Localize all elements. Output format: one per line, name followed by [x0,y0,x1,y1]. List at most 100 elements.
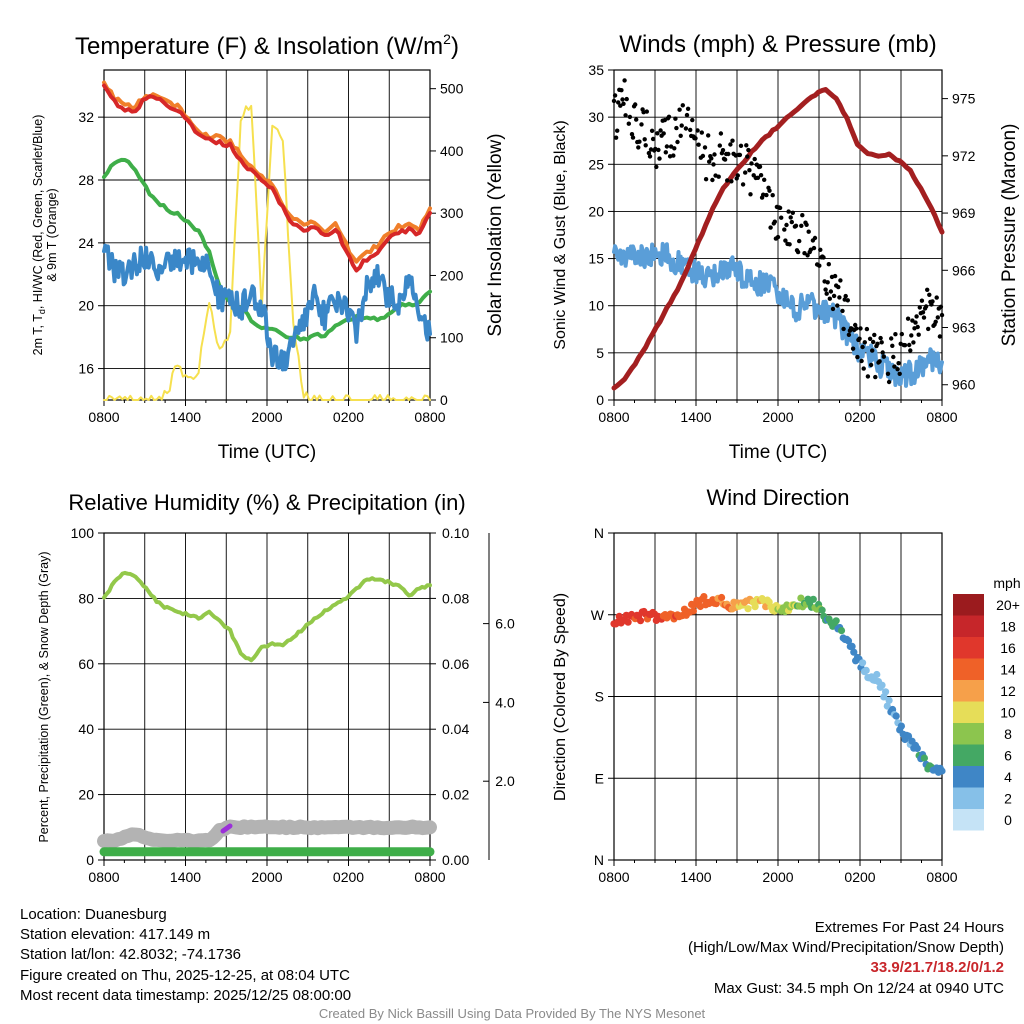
gust-point [806,229,811,234]
legend-label: 10 [1000,705,1016,721]
direction-point [624,618,632,626]
wind-panel-y2tick-label: 975 [952,91,976,107]
gust-point [919,298,925,303]
wind-panel-ytick-label: 25 [588,156,604,172]
series-snow-depth [97,819,437,849]
gust-point [902,343,908,348]
temp-panel-xtick-label: 0200 [333,409,364,425]
dir-panel-title: Wind Direction [706,485,849,510]
direction-point [913,744,921,753]
gust-point [629,132,635,137]
gust-point [782,227,787,232]
gust-point [892,364,897,369]
dir-panel-xtick-label: 0800 [598,869,629,885]
gust-point [825,280,830,285]
dir-panel-xtick-label: 2000 [762,869,793,885]
direction-point [744,605,752,613]
gust-point [695,128,700,133]
gust-point [905,316,911,321]
legend-swatch [953,658,984,680]
rh-panel-grid [144,533,390,860]
legend-title: mph [993,575,1020,591]
gust-point [911,340,916,345]
gust-point [749,161,754,166]
gust-point [745,154,750,159]
gust-point [711,162,716,167]
rh-panel-y2tick-label: 0.02 [442,787,469,803]
gust-point [789,219,794,225]
gust-point [923,304,929,309]
rh-panel-ytick-label: 100 [71,525,95,541]
wind-panel-xtick-label: 0800 [598,409,629,425]
gust-point [877,359,882,364]
gust-point [729,179,734,184]
gust-point [927,292,932,297]
wind-panel-y2tick-label: 966 [952,262,976,278]
gust-point [875,341,880,346]
gust-point [762,177,767,182]
temp-panel-ylabel-line2: & 9m T (Orange) [45,188,59,281]
station-elevation: Station elevation: 417.149 m [20,926,211,944]
direction-point [878,681,886,689]
legend-swatch [953,809,984,831]
gust-point [907,342,912,348]
gust-point [836,284,841,290]
wind-panel-xlabel: Time (UTC) [729,442,828,463]
direction-point [904,732,913,740]
gust-point [649,128,655,133]
gust-point [799,223,804,228]
gust-point [679,123,684,128]
gust-point [707,159,712,164]
gust-point [693,136,698,141]
gust-point [881,354,886,359]
rh-panel-ytick-label: 80 [78,590,94,606]
max-gust: Max Gust: 34.5 mph On 12/24 at 0940 UTC [713,979,1004,997]
gust-point [817,263,822,268]
extremes-info: Extremes For Past 24 Hours (High/Low/Max… [688,918,1004,999]
gust-point [735,173,740,178]
gust-point [800,213,805,218]
gust-point [897,371,902,376]
gust-point [722,157,728,162]
legend-label: 2 [1004,791,1012,807]
gust-point [642,137,647,142]
gust-point [627,114,633,120]
gust-point [818,247,823,252]
gust-point [920,310,926,315]
gust-point [624,96,629,102]
gust-point [797,238,802,244]
credit-line: Created By Nick Bassill Using Data Provi… [318,1006,706,1021]
gust-point [871,339,876,345]
gust-point [618,103,623,108]
gust-point [678,133,683,138]
temp-panel-y2tick-label: 0 [440,392,448,408]
gust-point [672,146,677,151]
wind-panel-xtick-label: 1400 [680,409,711,425]
gust-point [738,143,744,148]
gust-point [703,177,709,182]
gust-point [787,242,792,247]
dir-panel-xtick-label: 0800 [926,869,957,885]
legend-label: 0 [1004,812,1012,828]
dir-panel-xtick-label: 0200 [844,869,875,885]
temp-panel-ylabel-right: Solar Insolation (Yellow) [485,133,506,336]
direction-point [818,606,826,614]
gust-point [938,304,944,309]
gust-point [677,107,682,112]
gust-point [832,273,838,279]
gust-point [761,192,766,197]
gust-point [855,354,860,360]
temp-panel-y2tick-label: 300 [440,205,464,221]
gust-point [913,320,918,325]
gust-point [654,164,659,170]
direction-point [700,593,708,601]
gust-point [658,128,663,133]
gust-point [639,122,644,127]
gust-point [758,173,764,178]
legend-swatch [953,680,984,702]
figure-created: Figure created on Thu, 2025-12-25, at 08… [20,966,350,984]
gust-point [823,287,828,292]
gust-point [830,306,836,312]
gust-point [886,379,892,385]
wind-panel-ytick-label: 30 [588,109,604,125]
